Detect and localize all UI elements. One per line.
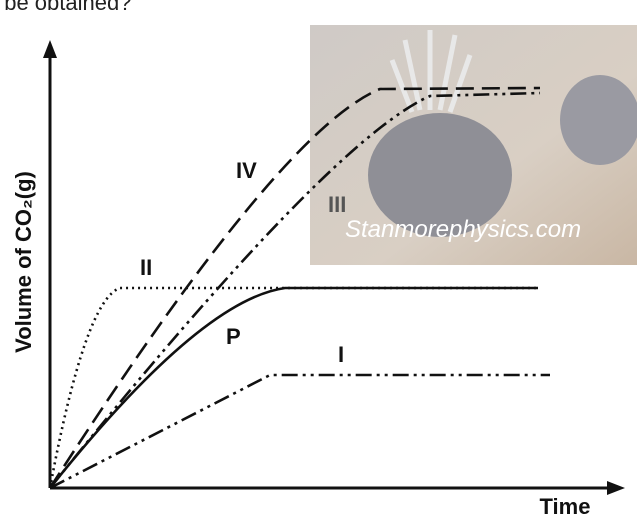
curve-label: II <box>140 255 152 280</box>
curve-label: I <box>338 342 344 367</box>
y-axis-label: Volume of CO₂(g) <box>11 171 36 353</box>
curve-label: III <box>328 192 346 217</box>
curve-ii <box>50 288 538 488</box>
x-axis-label: Time <box>540 494 591 519</box>
watermark-text: Stanmorephysics.com <box>345 216 581 243</box>
curve-i <box>50 375 550 488</box>
photo-pot-2 <box>560 75 637 165</box>
y-axis-arrow <box>43 40 57 58</box>
page: {"question_text": ". be obtained?", "axe… <box>0 0 637 522</box>
curve-label: P <box>226 324 241 349</box>
diagram: . be obtained? Stanmorephysics.com IV II… <box>0 0 637 522</box>
x-axis-arrow <box>607 481 625 495</box>
curve-p <box>50 288 538 488</box>
curve-label: IV <box>236 158 257 183</box>
watermark-photo: Stanmorephysics.com <box>310 25 637 265</box>
question-text: . be obtained? <box>0 0 131 15</box>
